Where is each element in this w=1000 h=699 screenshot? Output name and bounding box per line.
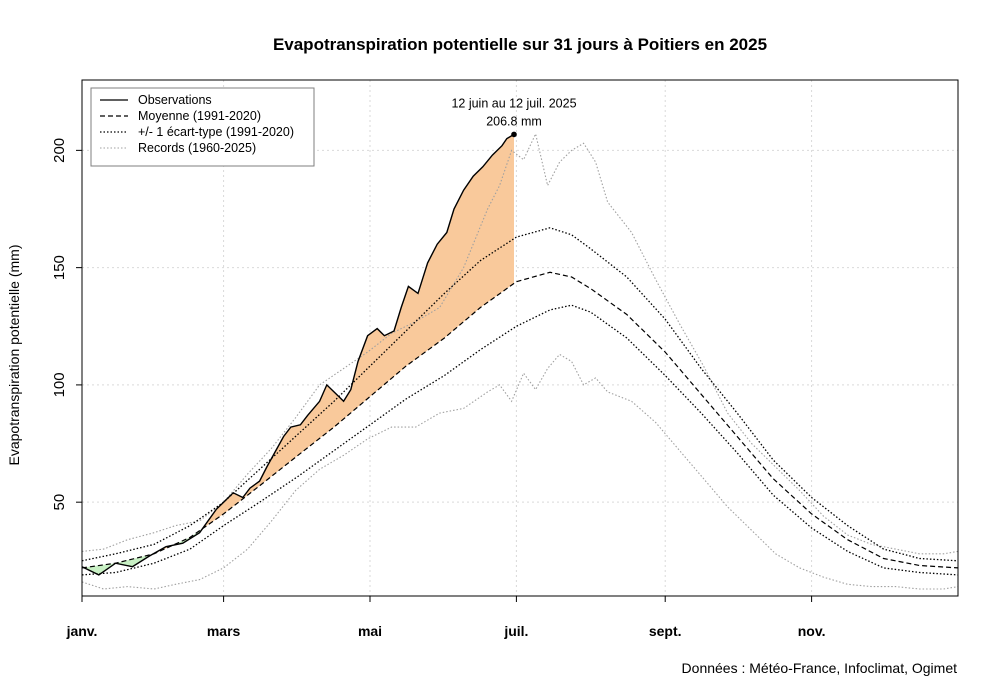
y-tick-label: 200 [51, 138, 68, 163]
legend-label: Moyenne (1991-2020) [138, 109, 261, 123]
y-axis: 50 100 150 200 [51, 138, 82, 511]
fill-below-mean [83, 563, 115, 575]
legend-label: +/- 1 écart-type (1991-2020) [138, 125, 294, 139]
std-lower-line [81, 304, 959, 576]
chart-title: Evapotranspiration potentielle sur 31 jo… [273, 35, 767, 54]
y-tick-label: 150 [51, 255, 68, 280]
record-min-line [81, 353, 959, 590]
peak-point [511, 131, 517, 138]
source-note: Données : Météo-France, Infoclimat, Ogim… [682, 660, 958, 676]
x-tick-label: nov. [798, 623, 826, 639]
y-axis-label: Evapotranspiration potentielle (mm) [6, 245, 22, 466]
x-tick-label: sept. [649, 623, 682, 639]
annotation-value: 206.8 mm [486, 114, 542, 128]
peak-annotation: 12 juin au 12 juil. 2025 206.8 mm [451, 96, 577, 138]
fill-above-mean [202, 134, 514, 530]
x-tick-label: juil. [503, 623, 528, 639]
legend-label: Observations [138, 93, 212, 107]
deviation-fills [82, 134, 514, 575]
x-tick-label: janv. [66, 623, 98, 639]
series-lines [81, 132, 959, 590]
x-tick-label: mars [207, 623, 241, 639]
x-axis: janv. mars mai juil. sept. nov. [66, 596, 826, 639]
y-tick-label: 100 [51, 372, 68, 397]
annotation-period: 12 juin au 12 juil. 2025 [451, 96, 576, 110]
mean-line [81, 271, 959, 569]
x-tick-label: mai [358, 623, 382, 639]
y-tick-label: 50 [51, 494, 68, 511]
legend-box [90, 87, 315, 167]
legend: Observations Moyenne (1991-2020) +/- 1 éca… [90, 87, 315, 167]
fill-below-mean [115, 554, 153, 567]
std-upper-line [81, 227, 959, 562]
record-max-line [81, 132, 959, 555]
plot-frame [81, 79, 959, 597]
observations-line [81, 133, 515, 576]
legend-label: Records (1960-2025) [138, 141, 256, 155]
